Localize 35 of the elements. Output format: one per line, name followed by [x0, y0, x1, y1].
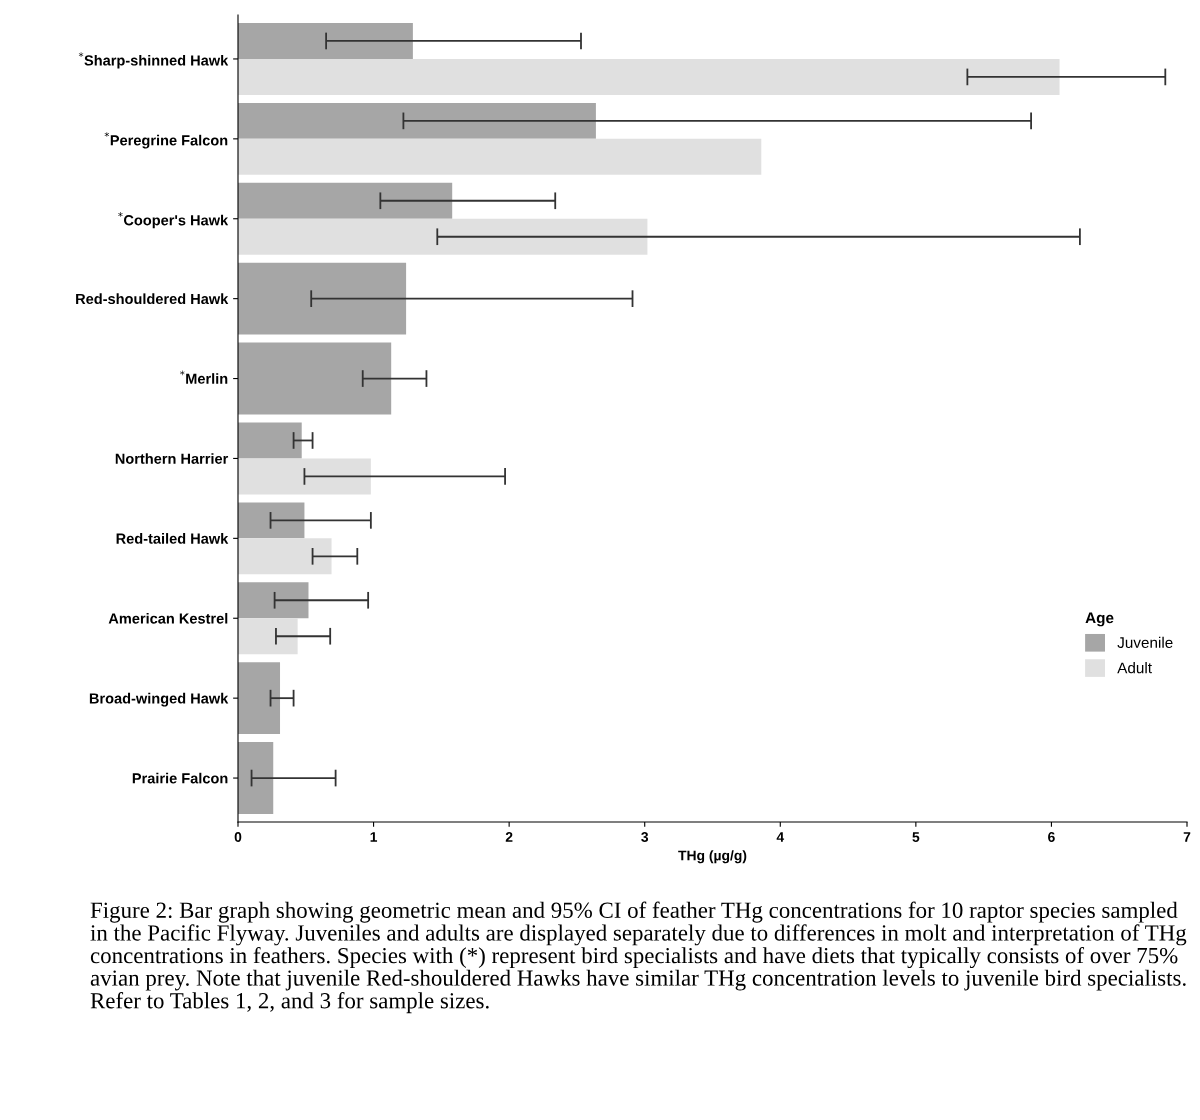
y-tick-label: American Kestrel [108, 612, 228, 624]
bar [238, 58, 1060, 95]
bar [238, 618, 298, 655]
x-tick-label: 3 [641, 832, 649, 842]
bar [238, 22, 413, 59]
legend-label: Adult [1117, 662, 1152, 674]
bar [238, 218, 648, 255]
x-tick-label: 7 [1183, 832, 1191, 842]
y-tick-label: $^{*}$Merlin [180, 370, 228, 384]
y-tick-label: $^{*}$Peregrine Falcon [104, 132, 228, 149]
bar [238, 422, 302, 459]
caption: Figure 2: Bar graph showing geometric mean and 95% CI of feather THg concentrations for 10 raptor species sampled in the Pacific Flyway. Juveniles and adults are displayed separately due to differences in molt and interpretation of THg concentrations in feathers. Species with (*) represent bird specialists and have diets that typically consists of over 75% avian prey. Note that juvenile Red-shouldered Hawks have similar THg concentration levels to juvenile bird specialists. Refer to Tables 1, 2, and 3 for sample sizes. [90, 901, 1187, 1014]
y-tick-label: Broad-winged Hawk [89, 692, 229, 707]
x-tick-label: 0 [234, 832, 242, 842]
bar [238, 102, 596, 139]
bar [238, 458, 371, 495]
y-tick-label: Red-shouldered Hawk [76, 293, 229, 305]
legend-label: Juvenile [1117, 636, 1173, 649]
y-tick-label: $^{*}$Cooper's Hawk [118, 212, 229, 229]
bar [238, 138, 762, 175]
bar [238, 502, 305, 539]
bar [238, 582, 309, 619]
x-tick-label: 5 [912, 832, 920, 842]
bar [238, 182, 453, 219]
x-axis-title: THg (µg/g) [678, 850, 747, 864]
legend-title: Age [1085, 612, 1114, 627]
y-tick-label: Red-tailed Hawk [116, 533, 229, 544]
y-tick-label: $^{*}$Sharp-shinned Hawk [78, 52, 229, 69]
x-tick-label: 6 [1048, 832, 1055, 842]
x-tick-label: 2 [505, 832, 513, 842]
y-tick-label: Prairie Falcon [132, 772, 228, 784]
y-tick-label: Northern Harrier [115, 453, 229, 464]
x-tick-label: 1 [370, 832, 378, 842]
bar [238, 538, 332, 575]
x-tick-label: 4 [776, 832, 785, 842]
